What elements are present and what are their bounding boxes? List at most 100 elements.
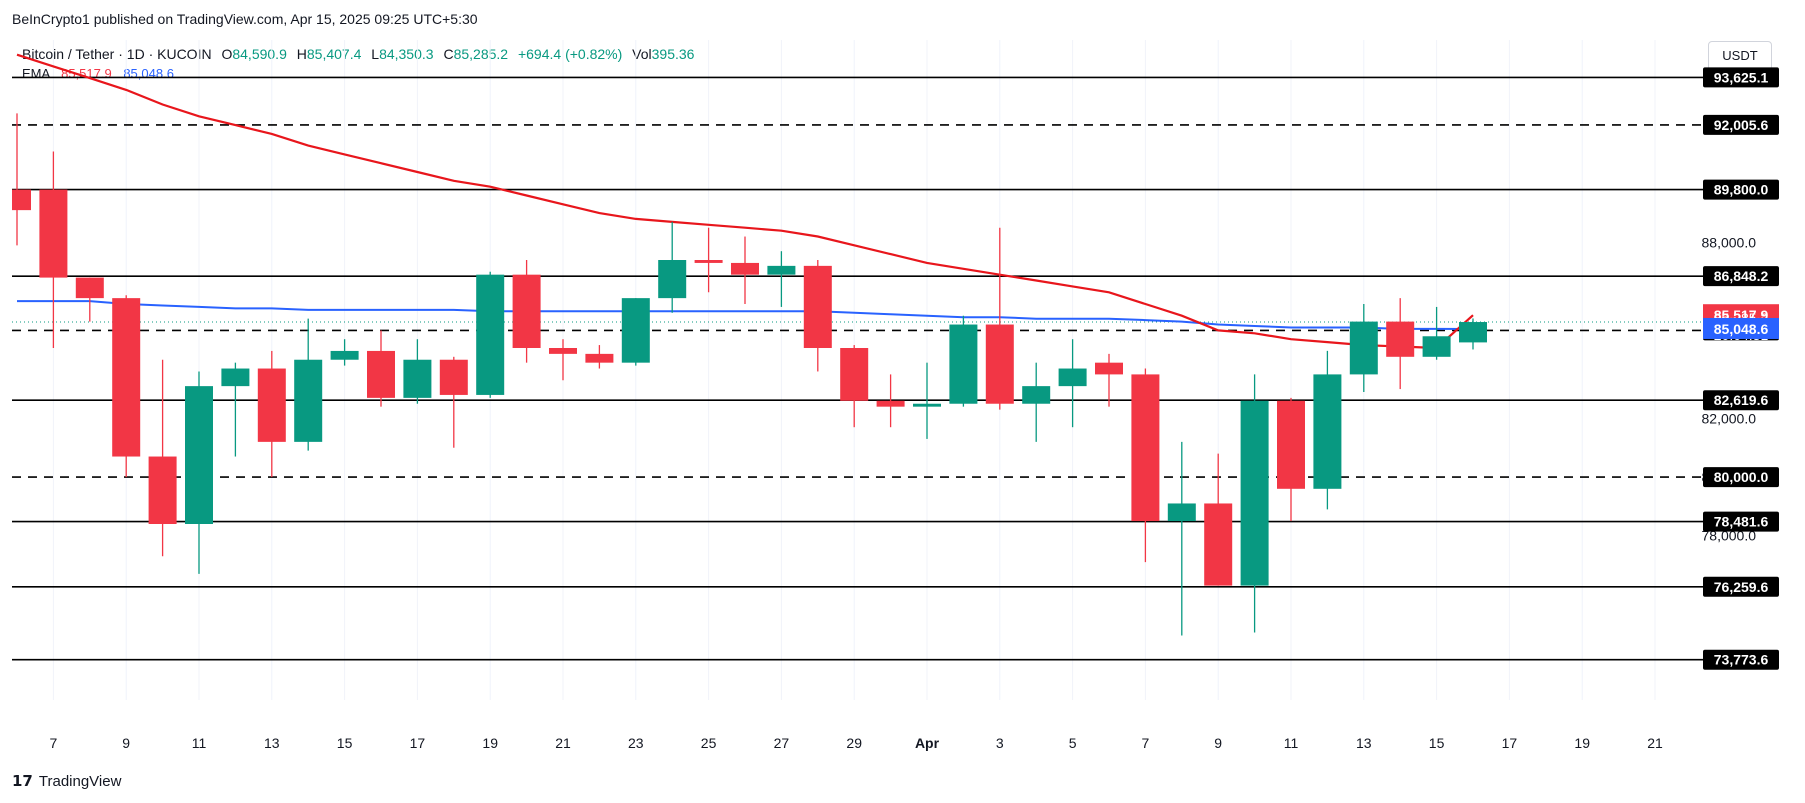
candle[interactable] [549,339,577,381]
candle[interactable] [1167,441,1196,636]
candle[interactable] [985,227,1014,410]
candle-body [257,368,286,442]
candles[interactable] [12,113,1487,636]
low-label: L [371,46,380,62]
candle-body [294,359,323,442]
candle-body [658,260,687,299]
volume-label: Vol [632,46,652,62]
candle[interactable] [621,298,650,366]
candle-body [985,324,1014,404]
x-tick-label: 15 [337,735,353,751]
high-value: 85,407.4 [306,46,362,62]
candle-body [840,348,869,401]
candle[interactable] [1204,453,1233,586]
candle[interactable] [803,260,832,372]
candle[interactable] [1277,397,1305,522]
candle[interactable] [694,227,723,293]
ema-blue-line[interactable] [17,300,1474,330]
level-label: 78,481.6 [1714,514,1769,530]
x-tick-label: 17 [1502,735,1518,751]
candle-body [1167,503,1196,522]
level-label-box [1703,649,1779,670]
currency-button[interactable]: USDT [1708,41,1772,71]
candle-body [1095,362,1123,375]
level-label: 80,000.0 [1714,469,1769,485]
level-label-box [1703,576,1779,597]
tradingview-logo[interactable]: 17 TradingView [12,772,121,790]
level-label: 82,619.6 [1714,392,1769,408]
symbol-name[interactable]: Bitcoin / Tether · 1D · KUCOIN [22,46,212,62]
candle-body [75,277,104,299]
candle[interactable] [1313,350,1342,510]
x-tick-label: 25 [701,735,717,751]
candle-body [1313,374,1342,489]
ema-red-line[interactable] [16,53,1474,350]
candle[interactable] [1131,368,1160,563]
candle[interactable] [658,221,687,313]
level-label-box [1703,511,1779,532]
candle[interactable] [257,350,286,478]
candle[interactable] [294,318,323,451]
candle[interactable] [75,277,104,322]
candle-body [731,262,759,275]
candle[interactable] [1095,353,1123,407]
candle-body [1459,322,1487,343]
candle-body [1277,400,1305,489]
candle[interactable] [876,374,905,428]
candle-body [767,265,796,275]
candle-body [403,359,432,398]
candle[interactable] [330,339,359,366]
publisher-caption: BeInCrypto1 published on TradingView.com… [12,11,478,27]
candle[interactable] [767,251,796,307]
candle[interactable] [12,113,31,246]
candle-body [803,265,832,348]
x-tick-label: 19 [482,735,498,751]
candle[interactable] [585,345,614,369]
candle[interactable] [913,362,941,439]
price-tags: 85,517.985,285.220:04:3185,048.6 [1703,304,1779,343]
candle-body [39,189,68,278]
candle[interactable] [1459,318,1487,350]
ema-blue-price-tag-label: 85,048.6 [1714,321,1769,337]
symbol-legend: Bitcoin / Tether · 1D · KUCOIN O84,590.9… [22,46,694,62]
candle[interactable] [476,271,505,398]
candle[interactable] [112,295,141,478]
candle-body [330,350,359,360]
x-tick-label: 5 [1069,735,1077,751]
candle[interactable] [185,371,213,574]
level-label-box [1703,266,1779,287]
candle[interactable] [39,151,68,348]
x-tick-label: 15 [1429,735,1445,751]
candle-body [112,298,141,457]
x-axis[interactable]: 7 9 11 13 15 17 19 21 23 25 27 29 Apr 3 5 7 9 11 13 15 17 19 2… [50,735,1663,751]
x-tick-label: 11 [1284,735,1299,751]
candle-body [367,350,395,398]
x-tick-label: 7 [1142,735,1150,751]
level-label-box [1703,179,1779,200]
close-label: C [443,46,454,62]
candle[interactable] [403,339,432,404]
candle[interactable] [1058,339,1087,428]
candle-body [512,274,541,348]
candle-body [585,353,614,363]
candle[interactable] [840,345,869,428]
candle[interactable] [731,236,759,304]
candle[interactable] [221,362,250,457]
candle[interactable] [1349,304,1378,392]
candle[interactable] [439,356,468,448]
candle[interactable] [148,359,177,557]
candle[interactable] [1240,374,1269,633]
level-label-box [1703,114,1779,135]
candle[interactable] [367,330,395,407]
candle[interactable] [1422,306,1451,360]
x-tick-label: 17 [410,735,426,751]
candle[interactable] [1022,362,1051,442]
candle[interactable] [512,260,541,363]
level-label-box [1703,67,1779,88]
change-value: +694.4 (+0.82%) [517,46,623,62]
candle[interactable] [1386,298,1415,390]
ema-blue-price-tag [1703,317,1779,339]
level-label-box [1703,390,1779,411]
candle[interactable] [949,315,978,407]
